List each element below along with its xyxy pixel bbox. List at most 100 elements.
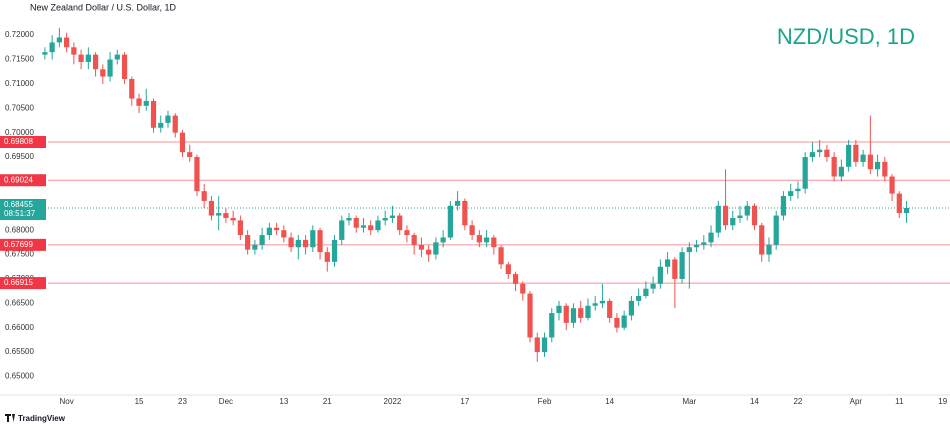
candle-body bbox=[426, 249, 432, 255]
candle-body bbox=[136, 98, 142, 106]
level-label-box bbox=[0, 136, 46, 149]
candle-body bbox=[817, 149, 823, 153]
y-tick-label: 0.66000 bbox=[5, 323, 34, 332]
y-tick-label: 0.67500 bbox=[5, 250, 34, 259]
x-tick-label: Nov bbox=[59, 397, 73, 406]
candle-body bbox=[882, 161, 888, 177]
candle-body bbox=[636, 296, 642, 301]
candle-body bbox=[860, 154, 866, 162]
candle-body bbox=[208, 200, 215, 216]
candle-body bbox=[853, 144, 859, 162]
level-label: 0.69024 bbox=[4, 175, 33, 184]
candle-body bbox=[802, 157, 808, 189]
candle-body bbox=[867, 154, 873, 170]
candle-body bbox=[216, 213, 222, 216]
candle-body bbox=[433, 242, 439, 255]
x-tick-label: 14 bbox=[605, 397, 614, 406]
candle-body bbox=[129, 79, 135, 99]
y-tick-label: 0.71500 bbox=[5, 55, 34, 64]
candle-body bbox=[773, 215, 779, 245]
candle-body bbox=[599, 300, 606, 304]
candle-body bbox=[64, 37, 70, 48]
level-label: 0.66915 bbox=[4, 278, 33, 287]
candle-body bbox=[397, 215, 403, 231]
candle-body bbox=[187, 152, 193, 158]
countdown-label: 08:51:37 bbox=[4, 209, 36, 218]
candle-body bbox=[534, 337, 540, 353]
brand-name: TradingView bbox=[18, 414, 66, 423]
candle-body bbox=[838, 166, 844, 177]
candle-body bbox=[512, 274, 519, 284]
candle-body bbox=[766, 244, 772, 255]
level-label: 0.67699 bbox=[4, 240, 33, 249]
candle-body bbox=[237, 220, 244, 236]
candle-body bbox=[759, 225, 765, 255]
x-tick-label: Mar bbox=[682, 397, 696, 406]
x-tick-label: 13 bbox=[279, 397, 288, 406]
candle-body bbox=[288, 237, 294, 248]
candle-body bbox=[455, 200, 461, 206]
candle-body bbox=[476, 235, 482, 243]
candle-body bbox=[100, 69, 106, 77]
watermark: NZD/USD, 1D bbox=[777, 24, 915, 49]
candle-body bbox=[360, 225, 367, 228]
candle-body bbox=[252, 244, 258, 250]
candle-body bbox=[549, 313, 555, 338]
candle-body bbox=[570, 308, 577, 323]
x-tick-label: 22 bbox=[793, 397, 802, 406]
x-tick-label: 23 bbox=[178, 397, 187, 406]
x-tick-label: 21 bbox=[323, 397, 332, 406]
candle-body bbox=[578, 308, 584, 318]
candle-body bbox=[744, 205, 750, 216]
candle-body bbox=[693, 244, 700, 248]
candle-body bbox=[107, 59, 113, 77]
candle-body bbox=[483, 237, 490, 243]
candle-body bbox=[657, 266, 663, 284]
candle-body bbox=[346, 217, 352, 221]
candle-body bbox=[71, 47, 77, 55]
candle-body bbox=[273, 227, 280, 231]
candle-body bbox=[679, 252, 685, 279]
candle-body bbox=[85, 54, 91, 62]
candle-body bbox=[795, 188, 801, 192]
y-tick-label: 0.71000 bbox=[5, 79, 34, 88]
candle-body bbox=[643, 288, 649, 297]
candle-body bbox=[846, 144, 852, 167]
candle-body bbox=[520, 283, 526, 294]
candle-body bbox=[737, 215, 743, 218]
y-tick-label: 0.68000 bbox=[5, 225, 34, 234]
candle-body bbox=[353, 217, 359, 228]
candle-body bbox=[281, 230, 287, 238]
candle-body bbox=[730, 217, 736, 226]
candle-body bbox=[672, 259, 678, 279]
y-tick-label: 0.65000 bbox=[5, 372, 34, 381]
level-label-box bbox=[0, 238, 46, 251]
candle-body bbox=[824, 149, 830, 158]
y-tick-label: 0.65500 bbox=[5, 347, 34, 356]
candle-body bbox=[368, 225, 374, 231]
x-tick-label: Feb bbox=[538, 397, 552, 406]
candle-body bbox=[114, 54, 120, 60]
y-tick-label: 0.69500 bbox=[5, 152, 34, 161]
candle-body bbox=[541, 337, 548, 353]
candle-body bbox=[158, 122, 164, 128]
candle-body bbox=[49, 42, 55, 53]
candle-body bbox=[78, 54, 84, 62]
level-label-box bbox=[0, 174, 46, 187]
y-tick-label: 0.72000 bbox=[5, 30, 34, 39]
candle-body bbox=[223, 213, 229, 218]
candle-body bbox=[331, 239, 338, 262]
candle-body bbox=[722, 205, 729, 226]
candle-body bbox=[708, 232, 714, 243]
x-tick-label: Apr bbox=[850, 397, 863, 406]
candle-body bbox=[165, 115, 171, 123]
candle-body bbox=[491, 237, 497, 248]
candle-body bbox=[889, 176, 895, 194]
candle-body bbox=[628, 300, 635, 316]
candle-body bbox=[382, 217, 388, 221]
x-tick-label: 14 bbox=[750, 397, 759, 406]
candle-body bbox=[527, 293, 533, 338]
candle-body bbox=[172, 115, 178, 133]
